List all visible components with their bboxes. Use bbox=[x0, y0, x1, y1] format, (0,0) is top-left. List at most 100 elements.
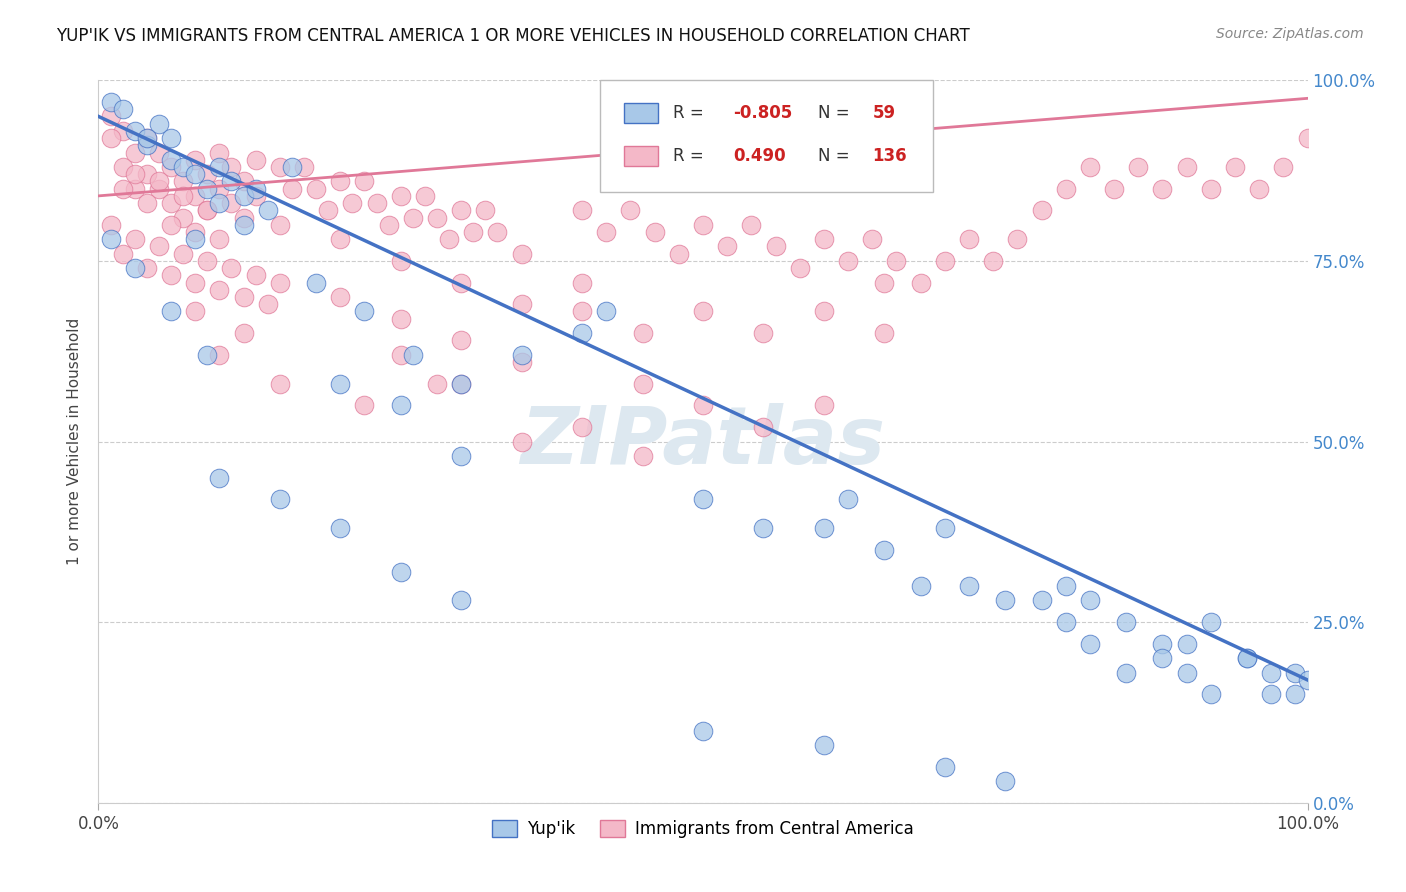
Point bbox=[510, 297, 533, 311]
Point bbox=[208, 182, 231, 196]
Point bbox=[957, 579, 980, 593]
Point bbox=[195, 167, 218, 181]
Point bbox=[886, 253, 908, 268]
Point bbox=[148, 174, 170, 188]
Point bbox=[111, 124, 134, 138]
Point bbox=[994, 774, 1017, 789]
Point bbox=[245, 153, 267, 167]
Point bbox=[1054, 182, 1077, 196]
Point bbox=[305, 276, 328, 290]
Point bbox=[571, 203, 593, 218]
Point bbox=[124, 145, 146, 160]
Point bbox=[873, 276, 896, 290]
Point bbox=[195, 182, 218, 196]
Point bbox=[195, 253, 218, 268]
Point bbox=[873, 326, 896, 340]
Point bbox=[813, 232, 835, 246]
Point bbox=[837, 492, 859, 507]
Point bbox=[100, 95, 122, 109]
Point bbox=[450, 449, 472, 463]
Point bbox=[1175, 160, 1198, 174]
Legend: Yup'ik, Immigrants from Central America: Yup'ik, Immigrants from Central America bbox=[485, 814, 921, 845]
Point bbox=[740, 218, 762, 232]
Point bbox=[486, 225, 509, 239]
Point bbox=[329, 290, 352, 304]
Point bbox=[510, 246, 533, 260]
Point bbox=[305, 182, 328, 196]
Point bbox=[160, 196, 183, 211]
Point bbox=[1115, 615, 1137, 630]
Point bbox=[172, 174, 194, 188]
Point bbox=[232, 174, 254, 188]
Point bbox=[160, 304, 183, 318]
Text: N =: N = bbox=[818, 103, 855, 122]
Point bbox=[184, 153, 207, 167]
Point bbox=[148, 117, 170, 131]
Point bbox=[1284, 687, 1306, 701]
Text: 59: 59 bbox=[872, 103, 896, 122]
Point bbox=[342, 196, 364, 211]
Point bbox=[571, 276, 593, 290]
Point bbox=[172, 189, 194, 203]
Point bbox=[172, 160, 194, 174]
Point bbox=[148, 182, 170, 196]
Point bbox=[426, 211, 449, 225]
Point bbox=[292, 160, 315, 174]
Point bbox=[389, 189, 412, 203]
Point bbox=[221, 174, 243, 188]
Point bbox=[813, 738, 835, 752]
Point bbox=[1236, 651, 1258, 665]
Point bbox=[269, 276, 291, 290]
Point bbox=[232, 189, 254, 203]
Point bbox=[789, 261, 811, 276]
Point bbox=[1152, 651, 1174, 665]
Point bbox=[1296, 673, 1319, 687]
Point bbox=[934, 253, 956, 268]
Point bbox=[160, 268, 183, 283]
Point bbox=[668, 246, 690, 260]
Point bbox=[910, 276, 932, 290]
Point bbox=[1272, 160, 1295, 174]
Text: R =: R = bbox=[673, 147, 709, 165]
Point bbox=[595, 225, 617, 239]
Point bbox=[1152, 637, 1174, 651]
Point bbox=[510, 355, 533, 369]
Point bbox=[413, 189, 436, 203]
Point bbox=[1007, 232, 1029, 246]
Point bbox=[571, 420, 593, 434]
Point bbox=[1175, 637, 1198, 651]
Point bbox=[631, 449, 654, 463]
Text: -0.805: -0.805 bbox=[734, 103, 793, 122]
Point bbox=[184, 304, 207, 318]
Point bbox=[571, 304, 593, 318]
Point bbox=[450, 203, 472, 218]
Point bbox=[389, 311, 412, 326]
Point bbox=[100, 110, 122, 124]
FancyBboxPatch shape bbox=[624, 146, 658, 166]
Point bbox=[135, 131, 157, 145]
Point bbox=[474, 203, 496, 218]
Point bbox=[752, 521, 775, 535]
Point bbox=[873, 542, 896, 557]
Point bbox=[752, 420, 775, 434]
Point bbox=[221, 261, 243, 276]
Point bbox=[389, 398, 412, 412]
Point bbox=[195, 348, 218, 362]
Point bbox=[208, 470, 231, 484]
Point bbox=[184, 225, 207, 239]
Point bbox=[571, 326, 593, 340]
Point bbox=[100, 232, 122, 246]
Point bbox=[281, 182, 304, 196]
Point bbox=[329, 376, 352, 391]
Point bbox=[100, 131, 122, 145]
Point bbox=[269, 492, 291, 507]
Point bbox=[692, 304, 714, 318]
Point bbox=[195, 203, 218, 218]
Point bbox=[208, 160, 231, 174]
Point bbox=[1152, 182, 1174, 196]
Point bbox=[1175, 665, 1198, 680]
Point bbox=[232, 218, 254, 232]
Point bbox=[353, 398, 375, 412]
Point bbox=[232, 326, 254, 340]
Point bbox=[160, 160, 183, 174]
